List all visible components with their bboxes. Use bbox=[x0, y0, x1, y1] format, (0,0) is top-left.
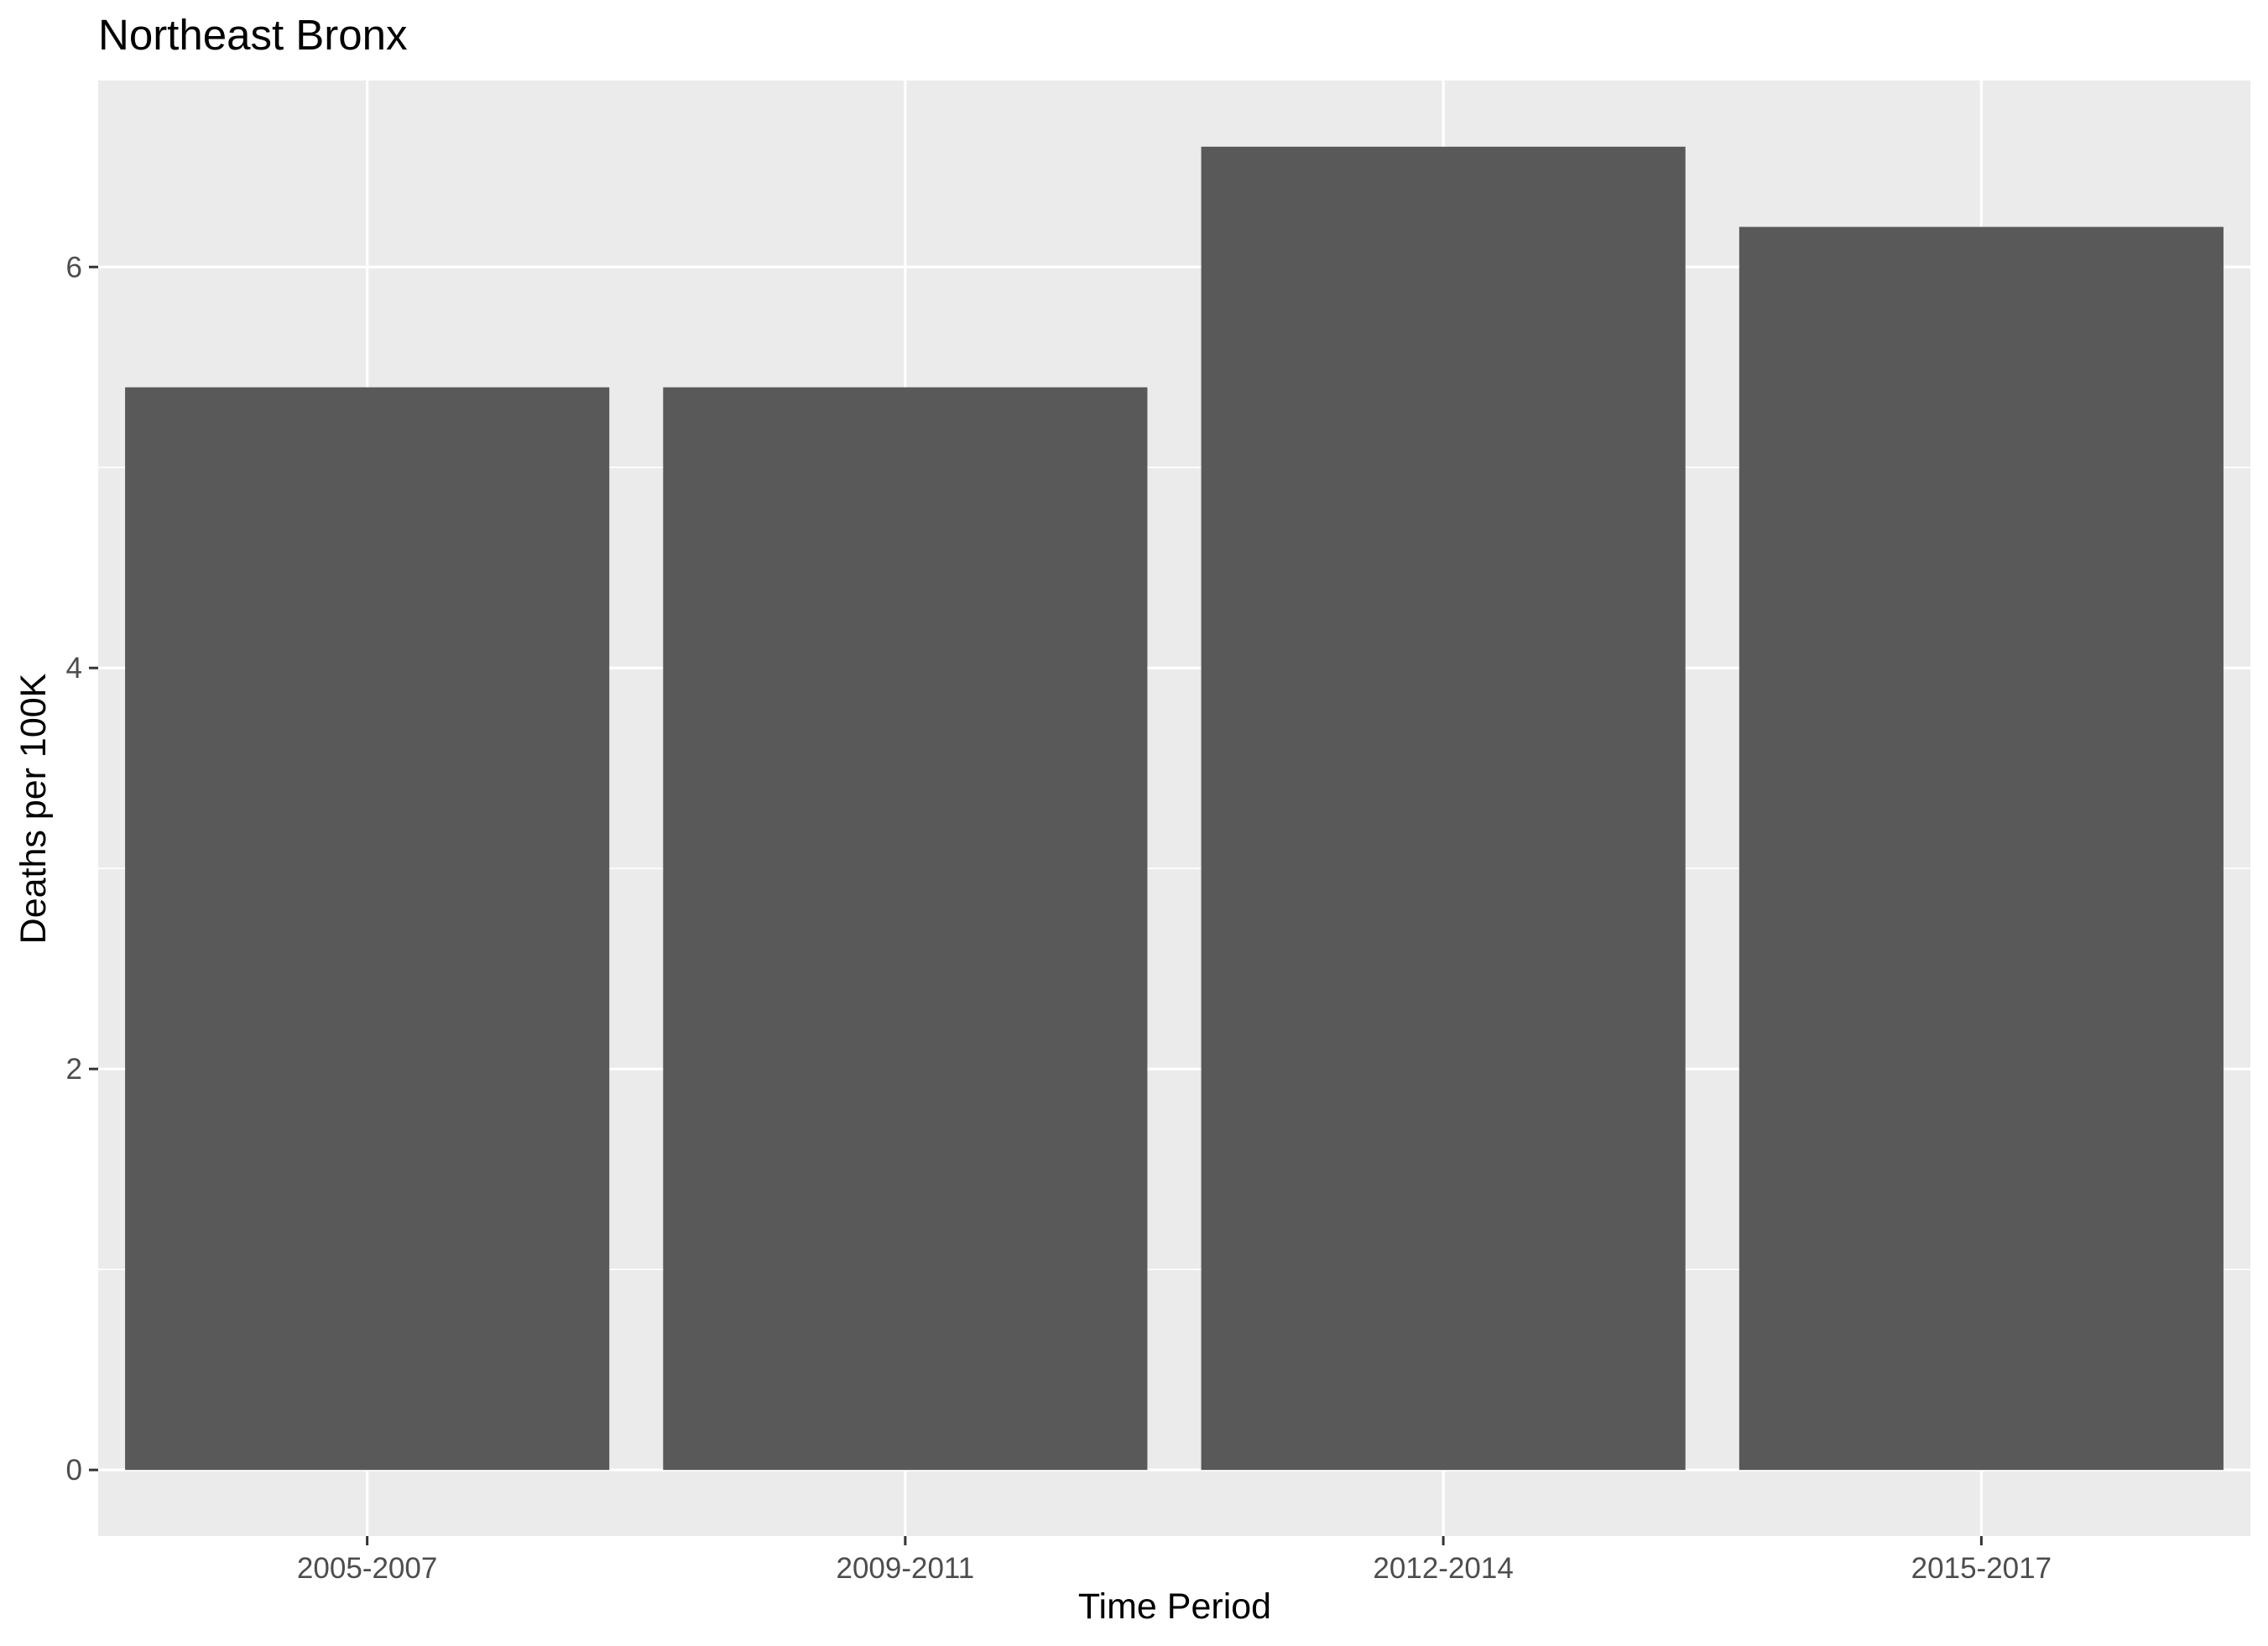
bar bbox=[1201, 146, 1686, 1471]
y-tick-label: 4 bbox=[66, 652, 82, 685]
bar bbox=[663, 387, 1148, 1471]
y-axis-title: Deaths per 100K bbox=[13, 673, 54, 944]
x-tick-label: 2012-2014 bbox=[1373, 1552, 1513, 1585]
bars bbox=[125, 146, 2224, 1471]
x-tick-label: 2009-2011 bbox=[836, 1552, 974, 1585]
x-tick-label: 2005-2007 bbox=[297, 1552, 437, 1585]
bar bbox=[125, 387, 610, 1471]
y-tick-label: 0 bbox=[66, 1454, 82, 1487]
x-tick-label: 2015-2017 bbox=[1911, 1552, 2052, 1585]
y-tick-label: 6 bbox=[66, 251, 82, 284]
x-axis: 2005-2007 2009-2011 2012-2014 2015-2017 bbox=[297, 1536, 2052, 1585]
chart-title: Northeast Bronx bbox=[98, 11, 408, 59]
bar bbox=[1739, 227, 2224, 1471]
x-axis-title: Time Period bbox=[1078, 1586, 1271, 1627]
y-tick-label: 2 bbox=[66, 1053, 82, 1086]
y-axis: 0 2 4 6 bbox=[66, 251, 98, 1487]
